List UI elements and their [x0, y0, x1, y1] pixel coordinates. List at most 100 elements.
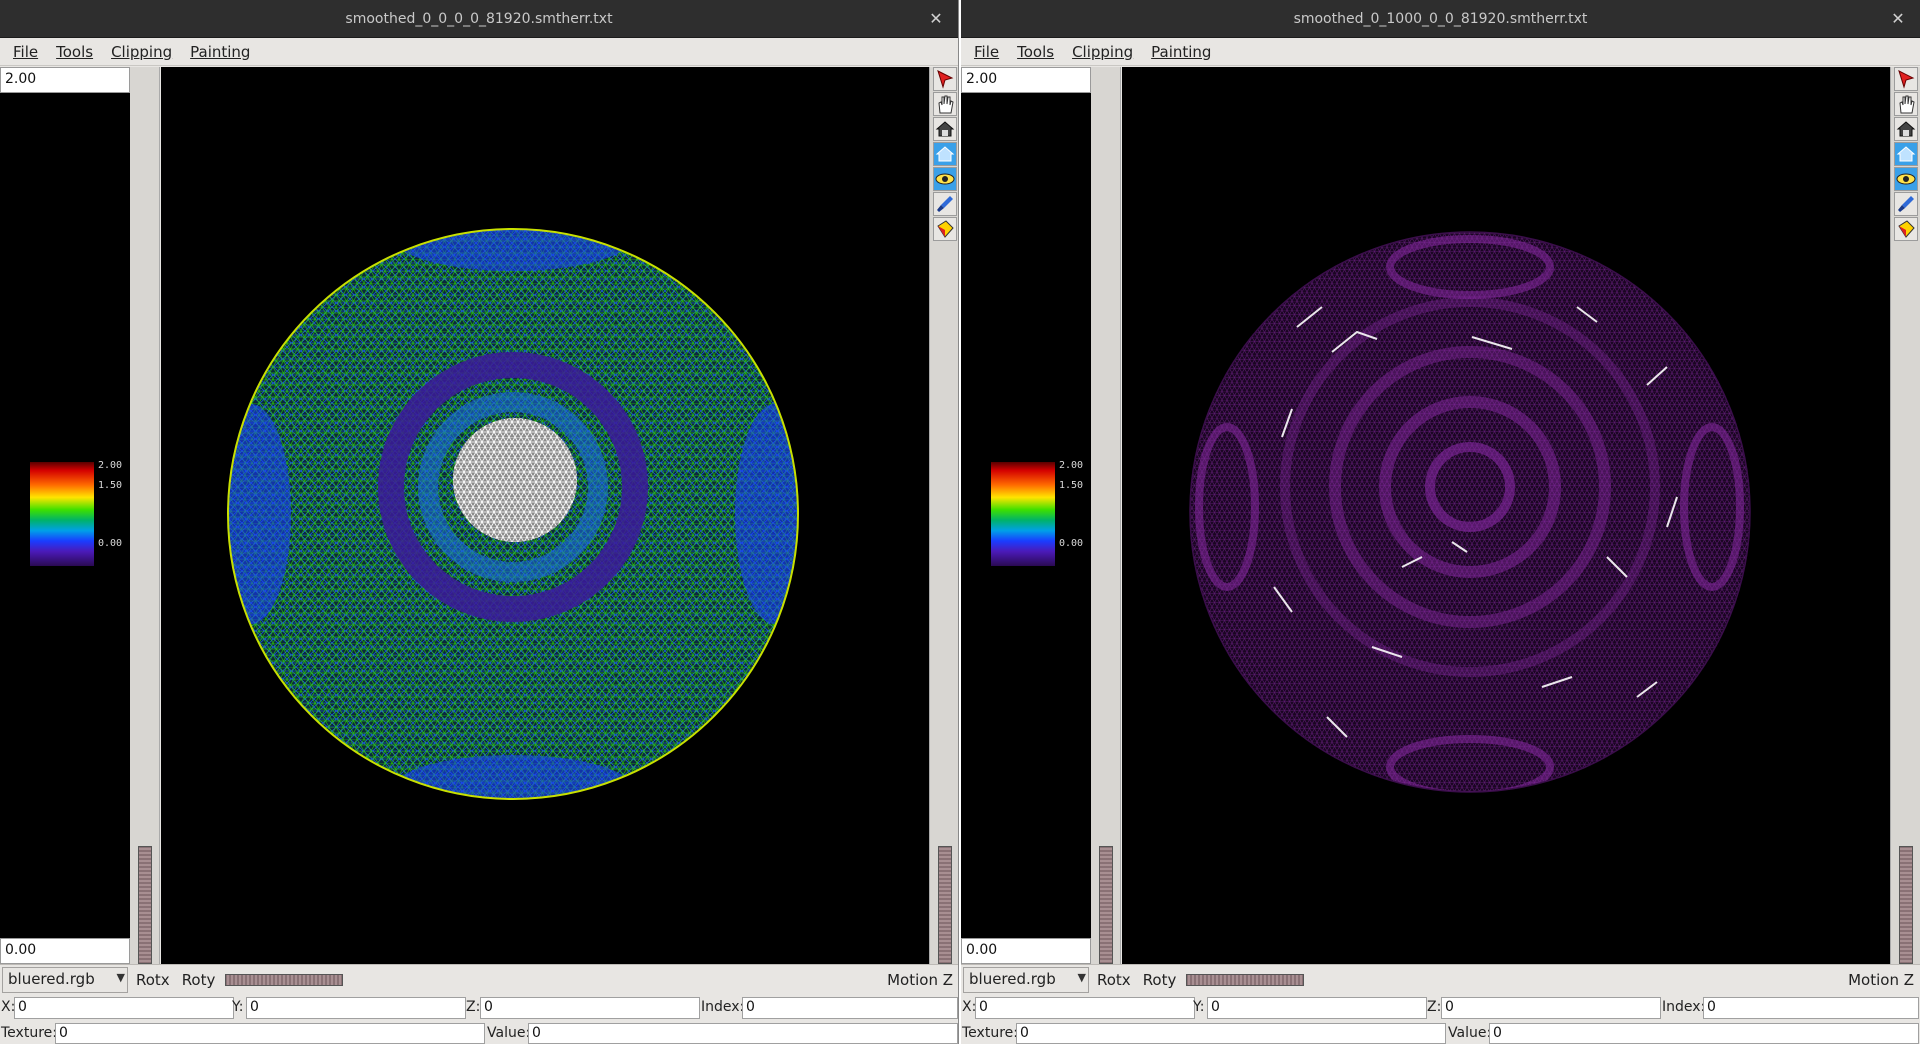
- vertical-slider[interactable]: [1099, 846, 1113, 964]
- menu-clipping-label: Clipping: [1072, 42, 1134, 61]
- hand-pan-icon[interactable]: [933, 92, 957, 116]
- colormap-value: bluered.rgb: [8, 969, 95, 988]
- texture-field[interactable]: 0: [55, 1023, 485, 1044]
- menu-file[interactable]: File: [4, 43, 47, 61]
- motion-z-label[interactable]: Motion Z: [1848, 970, 1914, 989]
- render-canvas[interactable]: [1122, 67, 1890, 964]
- x-label: X:: [962, 999, 977, 1015]
- coordinate-bar: X: 0 Y: 0 Z: 0 Index: 0: [961, 995, 1920, 1021]
- y-label: Y:: [232, 999, 244, 1015]
- paint-brush-icon[interactable]: [1894, 192, 1918, 216]
- menu-bar: File Tools Clipping Painting: [961, 38, 1920, 66]
- min-value-field[interactable]: 0.00: [0, 938, 130, 964]
- colorbar-label-mid: 1.50: [98, 480, 123, 491]
- colorbar-gradient: [991, 462, 1055, 566]
- index-label: Index:: [701, 999, 745, 1015]
- paint-bucket-icon[interactable]: [933, 217, 957, 241]
- motion-z-label[interactable]: Motion Z: [887, 970, 953, 989]
- max-value-field[interactable]: 2.00: [961, 67, 1091, 93]
- value-field[interactable]: 0: [528, 1023, 958, 1044]
- texture-bar: Texture: 0 Value: 0: [961, 1022, 1920, 1044]
- menu-file[interactable]: File: [965, 43, 1008, 61]
- reset-view-icon[interactable]: [1894, 142, 1918, 166]
- bottom-controls: bluered.rgb ▼ Rotx Roty Motion Z: [961, 964, 1920, 994]
- texture-field[interactable]: 0: [1016, 1023, 1446, 1044]
- x-field[interactable]: 0: [14, 997, 234, 1019]
- select-arrow-icon[interactable]: [933, 67, 957, 91]
- texture-bar: Texture: 0 Value: 0: [0, 1022, 958, 1044]
- roty-label[interactable]: Roty: [181, 970, 216, 989]
- viewer-window-left: smoothed_0_0_0_0_81920.smtherr.txt ✕ Fil…: [0, 0, 959, 1044]
- menu-painting-label: Painting: [1151, 42, 1212, 61]
- min-value-field[interactable]: 0.00: [961, 938, 1091, 964]
- z-field[interactable]: 0: [1441, 997, 1661, 1019]
- y-field[interactable]: 0: [1207, 997, 1427, 1019]
- index-field[interactable]: 0: [1703, 997, 1919, 1019]
- chevron-down-icon: ▼: [116, 970, 125, 984]
- sphere-right: [1190, 232, 1750, 792]
- right-slider[interactable]: [1899, 846, 1913, 964]
- menu-painting[interactable]: Painting: [181, 43, 259, 61]
- colorbar-label-mid: 1.50: [1059, 480, 1084, 491]
- colorbar: 2.00 1.50 0.00: [30, 460, 122, 566]
- colormap-select[interactable]: bluered.rgb ▼: [2, 966, 128, 993]
- window-title: smoothed_0_1000_0_0_81920.smtherr.txt: [1293, 11, 1588, 27]
- rotation-slider[interactable]: [1186, 973, 1305, 986]
- menu-tools[interactable]: Tools: [1008, 43, 1063, 61]
- y-field[interactable]: 0: [246, 997, 466, 1019]
- z-label: Z:: [1427, 999, 1442, 1015]
- colorbar-label-max: 2.00: [98, 460, 123, 471]
- rotx-label[interactable]: Rotx: [136, 970, 170, 989]
- right-slider[interactable]: [938, 846, 952, 964]
- index-field[interactable]: 0: [742, 997, 958, 1019]
- coordinate-bar: X: 0 Y: 0 Z: 0 Index: 0: [0, 995, 958, 1021]
- render-canvas[interactable]: [161, 67, 929, 964]
- chevron-down-icon: ▼: [1077, 970, 1086, 984]
- home-view-icon[interactable]: [933, 117, 957, 141]
- value-label: Value:: [487, 1025, 531, 1041]
- y-label: Y:: [1193, 999, 1205, 1015]
- rotation-slider[interactable]: [225, 973, 344, 986]
- window-title: smoothed_0_0_0_0_81920.smtherr.txt: [345, 11, 613, 27]
- viewer-window-right: smoothed_0_1000_0_0_81920.smtherr.txt ✕ …: [961, 0, 1920, 1044]
- colormap-select[interactable]: bluered.rgb ▼: [963, 966, 1089, 993]
- vertical-slider[interactable]: [138, 846, 152, 964]
- colorbar-gradient: [30, 462, 94, 566]
- colormap-value: bluered.rgb: [969, 969, 1056, 988]
- menu-clipping[interactable]: Clipping: [102, 43, 181, 61]
- reset-view-icon[interactable]: [933, 142, 957, 166]
- x-field[interactable]: 0: [975, 997, 1195, 1019]
- sphere-render: [1189, 231, 1751, 793]
- menu-tools-label: Tools: [1017, 42, 1055, 61]
- paint-brush-icon[interactable]: [933, 192, 957, 216]
- close-icon[interactable]: ✕: [1891, 9, 1905, 28]
- title-bar: smoothed_0_0_0_0_81920.smtherr.txt ✕: [0, 0, 958, 38]
- value-field[interactable]: 0: [1489, 1023, 1919, 1044]
- paint-bucket-icon[interactable]: [1894, 217, 1918, 241]
- home-view-icon[interactable]: [1894, 117, 1918, 141]
- sphere-render: [227, 228, 799, 800]
- menu-tools-label: Tools: [56, 42, 94, 61]
- menu-tools[interactable]: Tools: [47, 43, 102, 61]
- hand-pan-icon[interactable]: [1894, 92, 1918, 116]
- menu-painting[interactable]: Painting: [1142, 43, 1220, 61]
- texture-label: Texture:: [1, 1025, 57, 1041]
- tool-palette: [1890, 67, 1920, 964]
- menu-clipping[interactable]: Clipping: [1063, 43, 1142, 61]
- colorbar-label-min: 0.00: [1059, 538, 1084, 549]
- vertical-slider-track: [130, 67, 160, 964]
- z-field[interactable]: 0: [480, 997, 700, 1019]
- eye-view-icon[interactable]: [933, 167, 957, 191]
- roty-label[interactable]: Roty: [1142, 970, 1177, 989]
- sphere-left: [228, 229, 798, 799]
- tool-palette: [929, 67, 958, 964]
- rotx-label[interactable]: Rotx: [1097, 970, 1131, 989]
- max-value-field[interactable]: 2.00: [0, 67, 130, 93]
- z-label: Z:: [466, 999, 481, 1015]
- menu-clipping-label: Clipping: [111, 42, 173, 61]
- title-bar: smoothed_0_1000_0_0_81920.smtherr.txt ✕: [961, 0, 1920, 38]
- eye-view-icon[interactable]: [1894, 167, 1918, 191]
- colorbar-label-min: 0.00: [98, 538, 123, 549]
- select-arrow-icon[interactable]: [1894, 67, 1918, 91]
- close-icon[interactable]: ✕: [929, 9, 943, 28]
